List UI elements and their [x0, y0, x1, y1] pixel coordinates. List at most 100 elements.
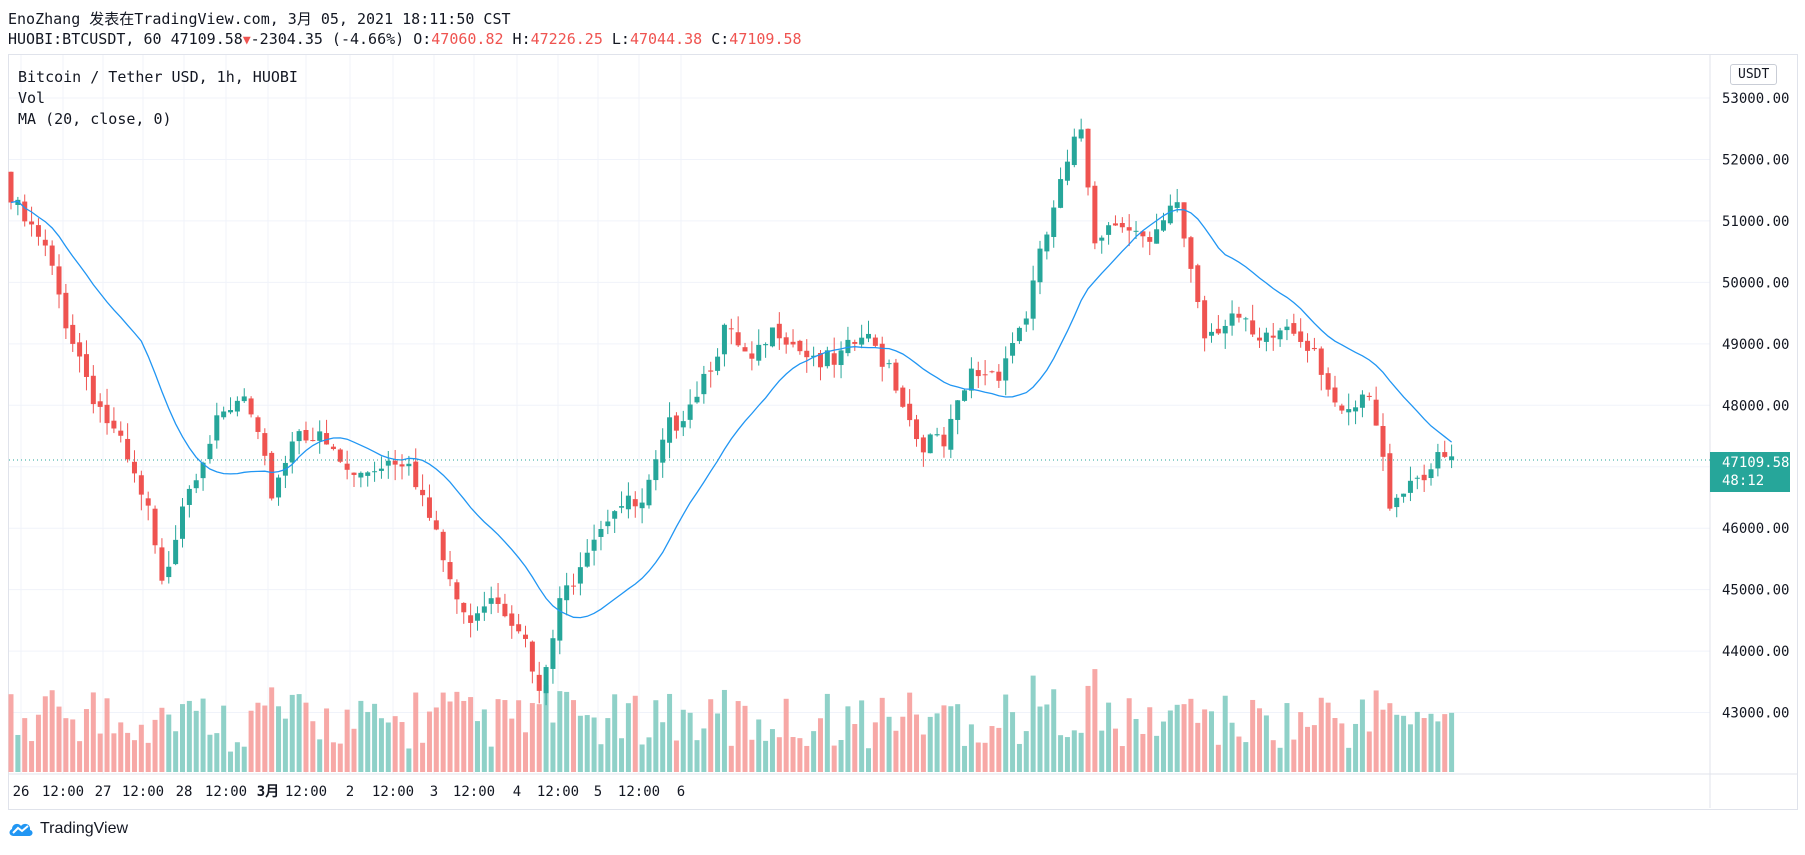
volume-bar	[324, 708, 330, 772]
volume-bar	[639, 744, 645, 772]
author-line: EnoZhang 发表在TradingView.com, 3月 05, 2021…	[8, 10, 511, 28]
volume-bar	[193, 710, 199, 772]
volume-bar	[667, 693, 673, 772]
volume-bar	[1160, 721, 1166, 772]
candle-body	[1051, 207, 1057, 237]
candle-body	[529, 641, 535, 672]
volume-bar	[790, 737, 796, 772]
volume-bar	[1394, 714, 1400, 772]
volume-bar	[255, 702, 261, 772]
volume-bar	[406, 748, 412, 772]
candle-body	[982, 374, 988, 376]
candle-body	[406, 463, 412, 467]
volume-bar	[420, 742, 426, 772]
candle-body	[523, 634, 528, 639]
volume-bar	[1387, 703, 1393, 772]
volume-bar	[454, 691, 460, 772]
volume-bar	[1346, 747, 1352, 772]
volume-bar	[269, 687, 275, 772]
volume-bar	[763, 740, 769, 772]
candle-body	[831, 353, 837, 365]
volume-bar	[1126, 698, 1132, 772]
candle-body	[735, 332, 741, 346]
candle-body	[118, 430, 124, 436]
volume-bar	[481, 709, 487, 772]
candle-body	[742, 347, 748, 352]
candle-body	[1332, 387, 1338, 403]
volume-bar	[145, 742, 151, 772]
volume-bar	[872, 722, 878, 772]
price-change: -2304.35 (-4.66%)	[250, 30, 405, 48]
volume-bar	[433, 707, 439, 772]
volume-bar	[1215, 744, 1221, 772]
volume-bar	[1353, 723, 1359, 772]
candle-body	[516, 624, 522, 632]
volume-bar	[1250, 699, 1256, 772]
candle-body	[1449, 456, 1455, 461]
volume-bar	[1106, 702, 1112, 772]
candle-body	[824, 350, 830, 367]
volume-bar	[728, 745, 734, 772]
candle-body	[372, 471, 378, 473]
volume-bar	[42, 696, 48, 772]
legend-symbol[interactable]: Bitcoin / Tether USD, 1h, HUOBI	[18, 68, 298, 86]
volume-bar	[1030, 675, 1036, 772]
candle-body	[83, 354, 89, 377]
candle-body	[1112, 223, 1118, 226]
candle-body	[715, 356, 721, 371]
candle-body	[948, 418, 954, 450]
candle-body	[1010, 343, 1016, 356]
chart-frame[interactable]	[8, 54, 1798, 810]
candle-body	[619, 506, 625, 508]
publish-info: EnoZhang 发表在TradingView.com, 3月 05, 2021…	[8, 8, 511, 29]
candle-body	[426, 497, 432, 518]
volume-bar	[200, 698, 206, 772]
volume-bar	[996, 727, 1002, 772]
candle-body	[1359, 394, 1365, 408]
legend-volume[interactable]: Vol	[18, 89, 46, 107]
volume-bar	[1037, 706, 1043, 772]
candle-body	[1030, 280, 1036, 319]
candle-body	[420, 489, 426, 496]
volume-bar	[1154, 735, 1160, 772]
candle-body	[474, 613, 480, 621]
tradingview-logo[interactable]: TradingView	[8, 820, 128, 838]
volume-bar	[1270, 740, 1276, 772]
candle-body	[1421, 474, 1427, 481]
candle-body	[1099, 237, 1105, 241]
volume-bar	[234, 742, 240, 772]
volume-bar	[296, 694, 302, 772]
volume-bar	[1311, 725, 1317, 772]
volume-bar	[776, 737, 782, 772]
volume-bar	[131, 740, 137, 772]
candle-body	[1346, 409, 1352, 413]
volume-bar	[1133, 718, 1139, 772]
candle-body	[564, 585, 570, 601]
volume-bar	[673, 740, 679, 772]
candle-body	[584, 552, 590, 567]
candle-body	[104, 404, 110, 424]
y-tick-label: 51000.00	[1722, 214, 1789, 230]
close-value: 47109.58	[729, 30, 802, 48]
volume-bar	[1209, 711, 1214, 772]
low-value: 47044.38	[629, 30, 703, 48]
volume-bar	[941, 705, 947, 772]
volume-bar	[1112, 728, 1118, 772]
candle-body	[1243, 318, 1249, 320]
candle-body	[365, 472, 371, 476]
last-price-tag: 47109.58 48:12	[1710, 452, 1790, 492]
volume-bar	[173, 731, 179, 772]
candle-body	[790, 341, 796, 345]
volume-bar	[1023, 731, 1029, 772]
candle-body	[1188, 237, 1194, 269]
volume-bar	[1058, 735, 1064, 772]
volume-bar	[571, 700, 577, 772]
candle-body	[1250, 320, 1256, 335]
candle-body	[1401, 493, 1407, 497]
volume-bar	[543, 684, 549, 772]
volume-bar	[804, 745, 810, 772]
legend-moving-average[interactable]: MA (20, close, 0)	[18, 110, 172, 128]
moving-average-line	[10, 200, 1453, 619]
currency-button[interactable]: USDT	[1730, 64, 1778, 85]
